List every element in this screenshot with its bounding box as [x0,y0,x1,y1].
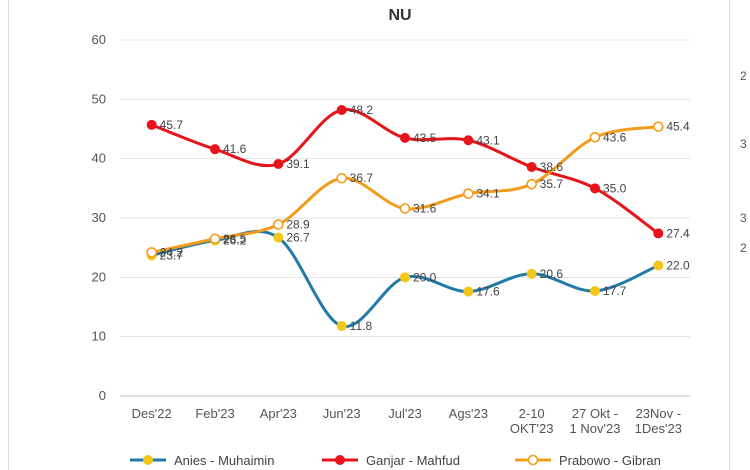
legend-label-anies-muhaimin: Anies - Muhaimin [174,453,274,468]
point-ganjar-mahfud [400,132,410,143]
point-prabowo-gibran [273,219,284,230]
chart-title: NU [388,7,411,24]
point-anies-muhaimin [273,232,284,243]
point-prabowo-gibran [146,247,157,258]
data-label-ganjar-mahfud: 38.6 [540,160,564,174]
cropped-edge-marks: 2 3 3 2 [740,69,747,255]
x-tick-label: 27 Okt -1 Nov'23 [570,406,621,436]
data-label-ganjar-mahfud: 43.1 [476,133,500,147]
data-label-prabowo-gibran: 43.6 [603,130,627,144]
data-label-prabowo-gibran: 45.4 [666,120,690,134]
data-labels: 23.7 26.2 26.7 11.8 20.0 17.6 20.6 17.7 22.0 45.7… [160,103,690,333]
y-tick-label: 30 [92,210,106,225]
data-label-anies-muhaimin: 17.6 [476,285,500,299]
point-ganjar-mahfud [210,144,220,155]
data-label-anies-muhaimin: 20.0 [413,270,437,284]
point-prabowo-gibran [209,233,221,245]
legend-label-ganjar-mahfud: Ganjar - Mahfud [366,453,460,468]
point-prabowo-gibran [653,121,664,132]
data-label-ganjar-mahfud: 39.1 [286,157,310,171]
data-label-anies-muhaimin: 23.7 [160,248,184,262]
data-label-anies-muhaimin: 20.6 [540,267,564,281]
y-tick-label: 10 [92,329,106,344]
legend-marker-anies-muhaimin [143,455,153,465]
x-tick-label: Feb'23 [195,406,234,421]
data-label-prabowo-gibran: 31.6 [413,202,437,216]
chart-frame [8,0,730,470]
data-label-ganjar-mahfud: 35.0 [603,181,627,195]
data-label-prabowo-gibran: 34.1 [476,187,500,201]
point-prabowo-gibran [526,178,537,190]
series-line-ganjar-mahfud [150,108,660,235]
point-anies-muhaimin [463,286,474,297]
point-prabowo-gibran [589,132,601,143]
point-ganjar-mahfud [336,105,347,116]
y-tick-label: 50 [92,91,106,106]
x-tick-label: Apr'23 [260,406,297,421]
svg-text:3: 3 [740,211,747,225]
point-ganjar-mahfud [146,119,157,130]
data-label-prabowo-gibran: 26.5 [223,232,247,246]
point-anies-muhaimin [526,268,537,279]
point-ganjar-mahfud [273,159,284,170]
x-tick-label: 2-10 OKT'23 [510,406,554,436]
y-tick-label: 0 [99,388,106,403]
svg-text:3: 3 [740,137,747,151]
data-label-anies-muhaimin: 22.0 [666,258,690,272]
x-tick-label: 23Nov -1Des'23 [635,406,682,436]
point-ganjar-mahfud [526,161,537,172]
legend-label-prabowo-gibran: Prabowo - Gibran [559,453,661,468]
point-anies-muhaimin [590,285,600,296]
point-ganjar-mahfud [463,135,474,146]
y-tick-label: 40 [92,151,106,166]
y-tick-label: 60 [92,32,106,47]
data-label-anies-muhaimin: 26.2 [223,234,247,248]
data-label-ganjar-mahfud: 41.6 [223,142,247,156]
x-tick-label: Jun'23 [323,406,361,421]
data-label-prabowo-gibran: 24.2 [160,245,184,259]
x-tick-label: Ags'23 [449,406,488,421]
gridlines [120,39,690,397]
data-label-ganjar-mahfud: 43.5 [413,131,437,145]
svg-text:2: 2 [740,69,747,83]
point-anies-muhaimin [653,260,664,271]
data-label-ganjar-mahfud: 45.7 [160,118,184,132]
point-ganjar-mahfud [590,183,600,194]
point-ganjar-mahfud [653,228,664,239]
point-anies-muhaimin [336,320,347,331]
data-label-ganjar-mahfud: 27.4 [666,226,690,240]
x-tick-label: Jul'23 [388,406,422,421]
point-prabowo-gibran [399,203,411,214]
legend-marker-prabowo-gibran [527,454,539,466]
series-markers [146,105,664,331]
legend: Anies - Muhaimin Ganjar - Mahfud Prabowo -… [130,453,661,468]
data-label-prabowo-gibran: 35.7 [540,177,564,191]
x-tick-label: Des'22 [132,406,172,421]
point-anies-muhaimin [400,272,410,283]
data-label-prabowo-gibran: 36.7 [350,171,374,185]
point-prabowo-gibran [463,188,474,199]
y-tick-label: 20 [92,269,106,284]
data-label-ganjar-mahfud: 48.2 [350,103,374,117]
data-label-anies-muhaimin: 17.7 [603,284,627,298]
data-label-anies-muhaimin: 26.7 [286,231,310,245]
svg-text:2: 2 [740,241,747,255]
y-axis-ticks: 0 10 20 30 40 50 60 [92,32,106,403]
legend-marker-ganjar-mahfud [335,455,345,465]
data-label-prabowo-gibran: 28.9 [286,218,310,232]
point-prabowo-gibran [336,172,347,184]
x-axis-ticks: Des'22 Feb'23 Apr'23 Jun'23 Jul'23 Ags'23 2-10… [132,406,682,436]
data-label-anies-muhaimin: 11.8 [350,319,373,333]
